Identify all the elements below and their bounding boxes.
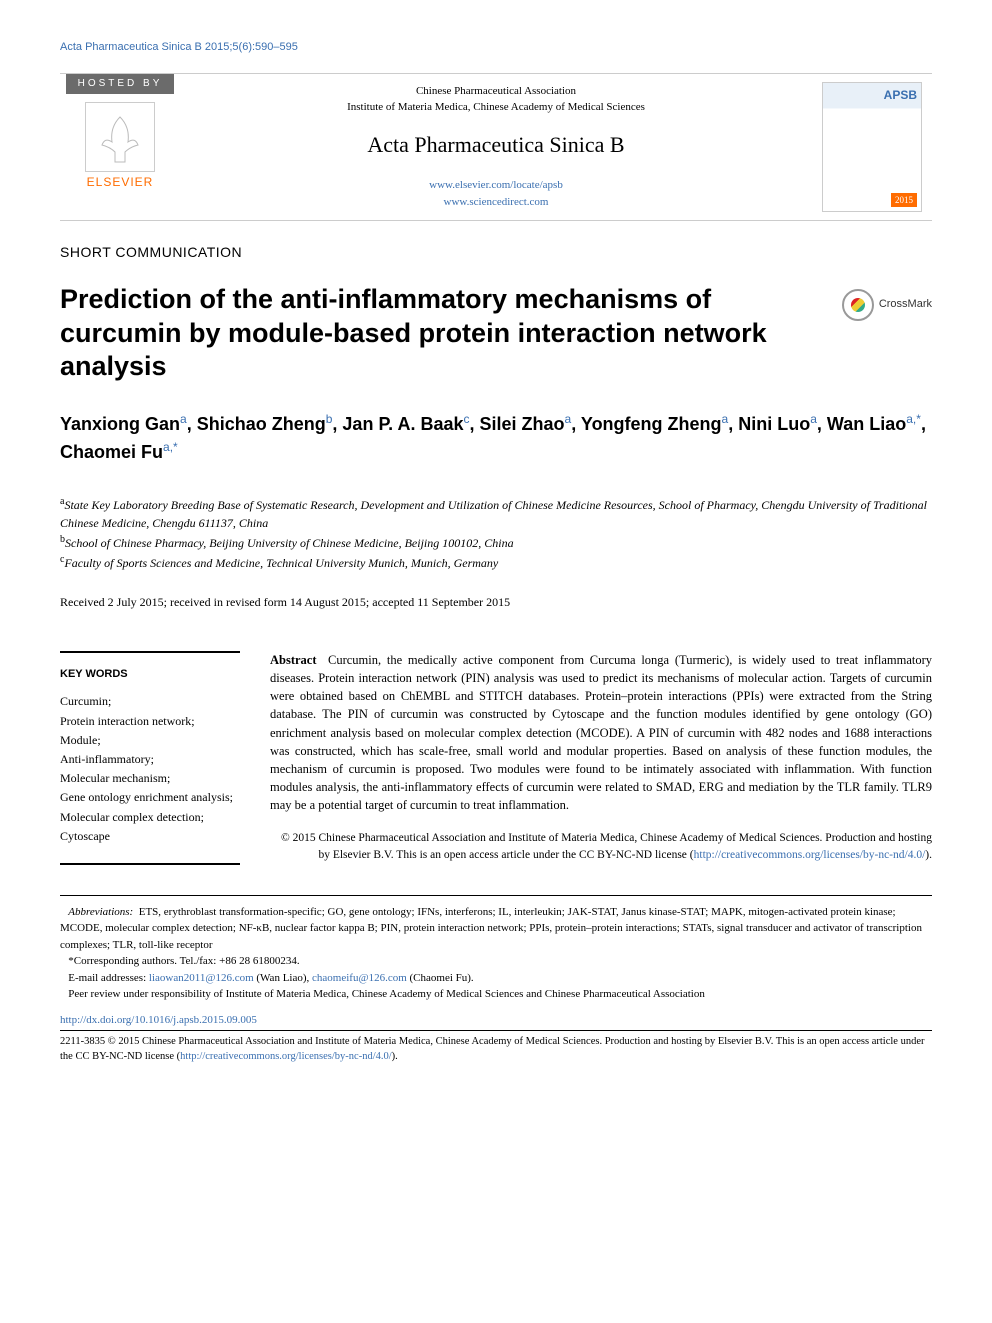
issn-license-link[interactable]: http://creativecommons.org/licenses/by-n… <box>180 1051 392 1062</box>
journal-name: Acta Pharmaceutica Sinica B <box>190 130 802 161</box>
license-link[interactable]: http://creativecommons.org/licenses/by-n… <box>694 849 926 861</box>
elsevier-logo: ELSEVIER <box>85 102 155 191</box>
affiliation-b: bSchool of Chinese Pharmacy, Beijing Uni… <box>60 532 932 552</box>
affiliations: aState Key Laboratory Breeding Base of S… <box>60 494 932 572</box>
journal-cover-thumbnail: APSB 2015 <box>822 82 922 212</box>
crossmark-badge[interactable]: CrossMark <box>842 289 932 321</box>
journal-link-2[interactable]: www.sciencedirect.com <box>190 194 802 211</box>
article-type: SHORT COMMUNICATION <box>60 243 932 263</box>
article-dates: Received 2 July 2015; received in revise… <box>60 594 932 611</box>
crossmark-icon <box>842 289 874 321</box>
masthead-center: Chinese Pharmaceutical Association Insti… <box>180 74 812 220</box>
copyright-notice: © 2015 Chinese Pharmaceutical Associatio… <box>270 830 932 865</box>
abstract-label: Abstract <box>270 653 317 667</box>
keyword-item: Molecular complex detection; <box>60 808 240 827</box>
email-link-2[interactable]: chaomeifu@126.com <box>312 972 407 984</box>
email-addresses: E-mail addresses: liaowan2011@126.com (W… <box>60 970 932 987</box>
running-header: Acta Pharmaceutica Sinica B 2015;5(6):59… <box>60 40 932 55</box>
authors-list: Yanxiong Gana, Shichao Zhengb, Jan P. A.… <box>60 410 932 466</box>
cover-year: 2015 <box>891 193 917 208</box>
keyword-item: Anti-inflammatory; <box>60 750 240 769</box>
doi-link[interactable]: http://dx.doi.org/10.1016/j.apsb.2015.09… <box>60 1013 932 1028</box>
journal-links: www.elsevier.com/locate/apsb www.science… <box>190 177 802 210</box>
elsevier-wordmark: ELSEVIER <box>85 174 155 191</box>
abbreviations: Abbreviations: ETS, erythroblast transfo… <box>60 904 932 954</box>
keyword-item: Module; <box>60 731 240 750</box>
issn-block: 2211-3835 © 2015 Chinese Pharmaceutical … <box>60 1030 932 1064</box>
article-title: Prediction of the anti-inflammatory mech… <box>60 283 822 384</box>
keywords-heading: KEY WORDS <box>60 667 240 682</box>
footnotes: Abbreviations: ETS, erythroblast transfo… <box>60 895 932 1003</box>
publisher-institute: Institute of Materia Medica, Chinese Aca… <box>190 100 802 115</box>
affiliation-a: aState Key Laboratory Breeding Base of S… <box>60 494 932 532</box>
keyword-item: Gene ontology enrichment analysis; <box>60 788 240 807</box>
elsevier-tree-icon <box>85 102 155 172</box>
abstract-text: Abstract Curcumin, the medically active … <box>270 651 932 814</box>
hosted-by-label: HOSTED BY <box>66 74 174 94</box>
peer-review-note: Peer review under responsibility of Inst… <box>60 986 932 1003</box>
email-link-1[interactable]: liaowan2011@126.com <box>149 972 254 984</box>
masthead: HOSTED BY ELSEVIER Chinese Pharmaceutica… <box>60 73 932 221</box>
crossmark-label: CrossMark <box>879 297 932 312</box>
keywords-list: Curcumin;Protein interaction network;Mod… <box>60 692 240 846</box>
keywords-box: KEY WORDS Curcumin;Protein interaction n… <box>60 651 240 865</box>
abstract-column: Abstract Curcumin, the medically active … <box>270 651 932 865</box>
cover-box: APSB 2015 <box>812 74 932 220</box>
keyword-item: Cytoscape <box>60 827 240 846</box>
keyword-item: Molecular mechanism; <box>60 769 240 788</box>
keyword-item: Curcumin; <box>60 692 240 711</box>
affiliation-c: cFaculty of Sports Sciences and Medicine… <box>60 552 932 572</box>
hosted-by-box: HOSTED BY ELSEVIER <box>60 74 180 220</box>
corresponding-authors: *Corresponding authors. Tel./fax: +86 28… <box>60 953 932 970</box>
keyword-item: Protein interaction network; <box>60 712 240 731</box>
journal-link-1[interactable]: www.elsevier.com/locate/apsb <box>190 177 802 194</box>
publisher-association: Chinese Pharmaceutical Association <box>190 84 802 99</box>
cover-apsb-label: APSB <box>827 87 917 104</box>
